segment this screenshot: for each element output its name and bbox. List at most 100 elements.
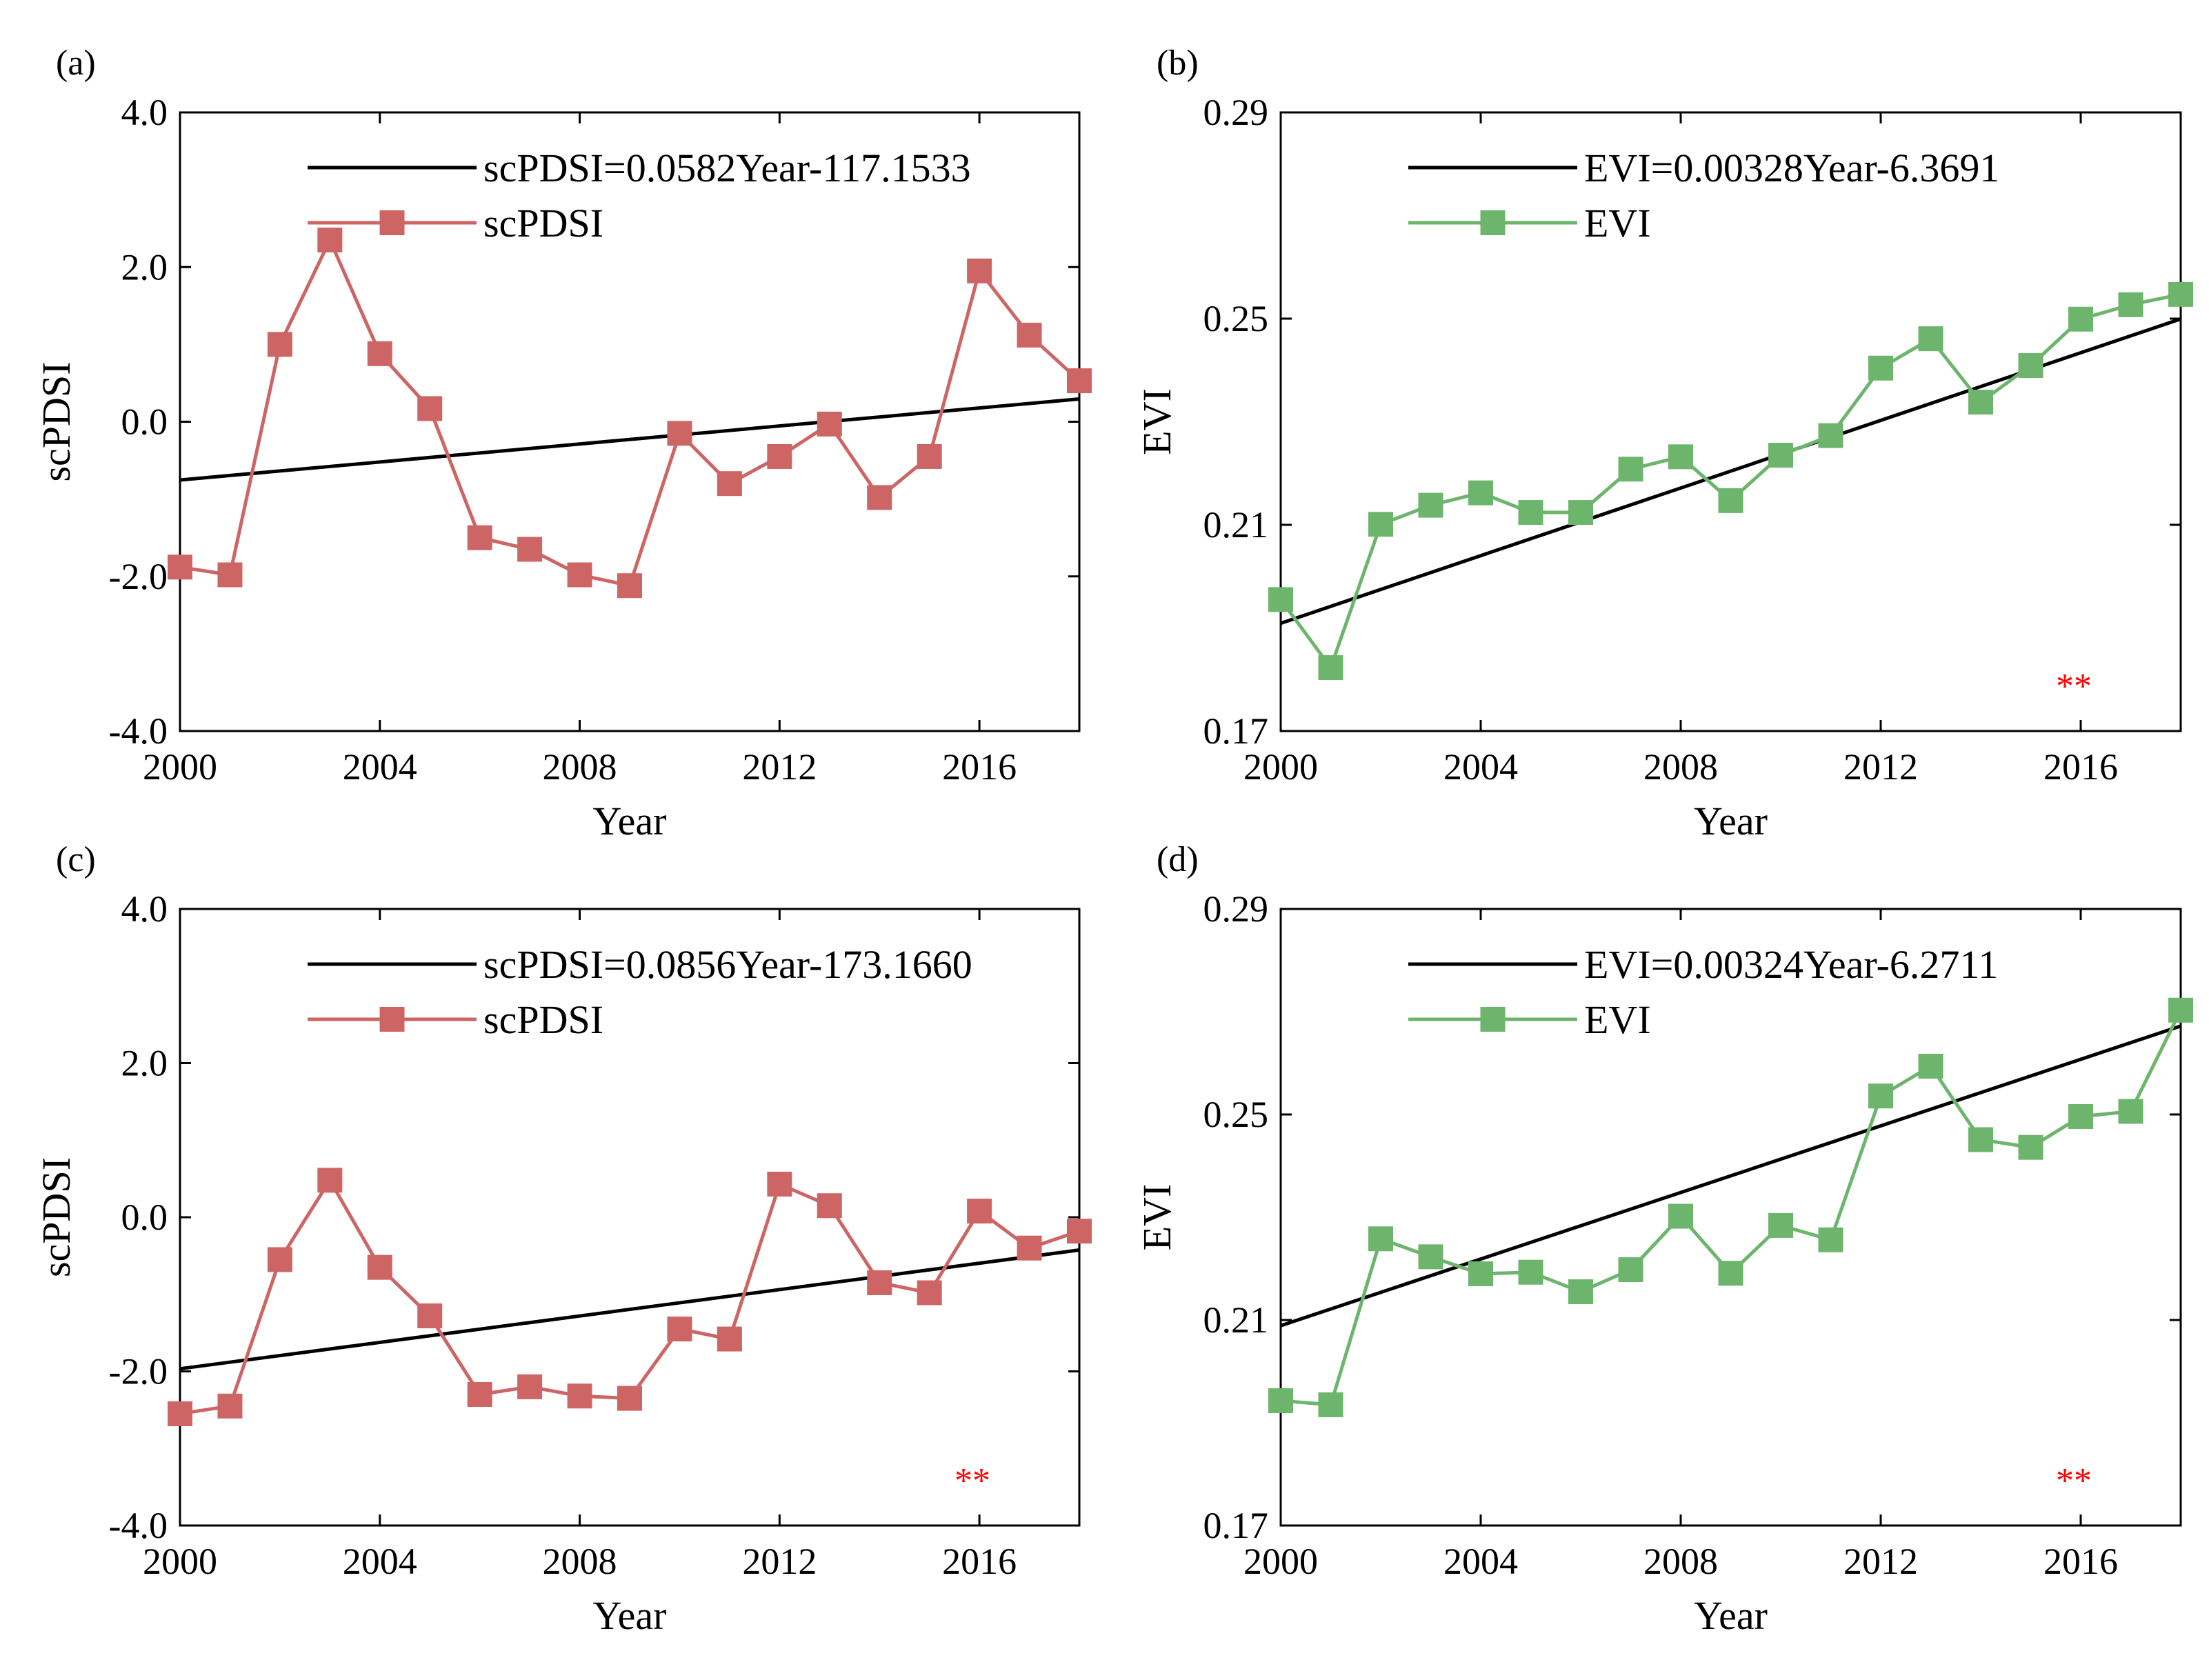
x-axis-label: Year bbox=[593, 1593, 667, 1638]
data-point-2018 bbox=[1067, 1219, 1092, 1244]
trend-line bbox=[1280, 317, 2181, 626]
x-axis-label: Year bbox=[1694, 799, 1768, 843]
data-point-2010 bbox=[1768, 1212, 1793, 1238]
x-tick-label: 2016 bbox=[2043, 1541, 2118, 1582]
data-point-2009 bbox=[1718, 1261, 1743, 1286]
data-point-2004 bbox=[1468, 480, 1493, 506]
data-point-2006 bbox=[467, 1382, 492, 1408]
data-point-2008 bbox=[567, 1383, 592, 1409]
trend-line bbox=[179, 1248, 1080, 1371]
x-tick-label: 2008 bbox=[1643, 1541, 1718, 1582]
legend-series-marker bbox=[379, 1007, 405, 1032]
data-point-2016 bbox=[2068, 1103, 2093, 1129]
data-point-2011 bbox=[1818, 423, 1843, 448]
legend-series-marker bbox=[379, 210, 405, 235]
panel-c: (c) -4.0 -2.0 0.0 2.0 4.0 2000 2004 2008 2012 2016… bbox=[34, 840, 1092, 1638]
x-tick-label: 2016 bbox=[942, 1541, 1017, 1582]
data-point-2008 bbox=[567, 562, 592, 588]
x-tick-label: 2016 bbox=[2043, 746, 2118, 788]
data-point-2005 bbox=[417, 396, 443, 421]
legend-fit-label: scPDSI=0.0582Year-117.1533 bbox=[483, 146, 971, 190]
data-point-2007 bbox=[517, 1374, 543, 1399]
y-axis-label: scPDSI bbox=[34, 1157, 79, 1277]
legend-fit-label: scPDSI=0.0856Year-173.1660 bbox=[483, 942, 972, 987]
y-tick-label: -2.0 bbox=[109, 1351, 168, 1392]
data-point-2017 bbox=[1017, 322, 1042, 348]
legend-series-label: EVI bbox=[1584, 201, 1651, 246]
data-point-2016 bbox=[2068, 306, 2093, 332]
x-axis-label: Year bbox=[1694, 1593, 1768, 1638]
data-point-2009 bbox=[1718, 488, 1743, 513]
axes-frame bbox=[179, 908, 1081, 1527]
legend-fit-label: EVI=0.00328Year-6.3691 bbox=[1584, 146, 1999, 190]
legend-series-label: EVI bbox=[1584, 997, 1651, 1042]
data-point-2013 bbox=[1918, 1053, 1943, 1079]
data-point-2000 bbox=[1268, 1388, 1293, 1413]
data-point-2003 bbox=[317, 228, 343, 253]
y-tick-label: 4.0 bbox=[121, 92, 168, 133]
x-tick-label: 2004 bbox=[1443, 746, 1518, 788]
y-tick-label: -4.0 bbox=[109, 710, 168, 752]
axes-frame bbox=[1279, 908, 2182, 1527]
data-point-2002 bbox=[267, 1247, 292, 1272]
axes-frame bbox=[1279, 111, 2182, 732]
x-tick-label: 2016 bbox=[942, 746, 1017, 788]
data-point-2000 bbox=[168, 1401, 192, 1426]
significance-marker: ** bbox=[2056, 667, 2092, 706]
y-axis-label: scPDSI bbox=[34, 361, 79, 481]
y-tick-label: 0.0 bbox=[121, 1197, 168, 1238]
data-point-2004 bbox=[367, 1254, 392, 1280]
data-point-2010 bbox=[667, 421, 692, 446]
data-point-2008 bbox=[1668, 444, 1693, 470]
data-point-2002 bbox=[1368, 512, 1393, 537]
y-tick-label: 0.25 bbox=[1203, 1094, 1269, 1135]
y-tick-label: 0.21 bbox=[1203, 1299, 1269, 1341]
data-point-2012 bbox=[1868, 355, 1893, 381]
data-point-2013 bbox=[1918, 326, 1943, 352]
data-point-2013 bbox=[817, 1193, 842, 1219]
x-tick-label: 2012 bbox=[742, 746, 817, 788]
data-point-2010 bbox=[1768, 443, 1793, 468]
panel-label: (c) bbox=[56, 840, 96, 879]
significance-marker: ** bbox=[2056, 1461, 2092, 1501]
data-point-2014 bbox=[1968, 1127, 1993, 1152]
y-axis-label: EVI bbox=[1135, 1184, 1179, 1251]
data-point-2004 bbox=[1468, 1261, 1493, 1286]
x-tick-label: 2008 bbox=[543, 1541, 617, 1582]
data-point-2005 bbox=[1518, 500, 1543, 526]
panel-a: (a) -4.0 -2.0 0.0 2.0 4.0 2000 2004 2008 2012 2016… bbox=[34, 43, 1092, 843]
panel-label: (a) bbox=[56, 43, 96, 83]
x-tick-label: 2004 bbox=[1443, 1541, 1518, 1582]
legend-fit-label: EVI=0.00324Year-6.2711 bbox=[1584, 942, 1998, 987]
trend-line bbox=[179, 397, 1080, 482]
data-point-2001 bbox=[1318, 655, 1343, 681]
legend-series-label: scPDSI bbox=[483, 201, 603, 246]
data-point-2008 bbox=[1668, 1203, 1693, 1229]
x-axis-label: Year bbox=[593, 799, 667, 843]
data-point-2001 bbox=[1318, 1392, 1343, 1417]
data-point-2003 bbox=[1418, 1244, 1443, 1270]
x-tick-label: 2004 bbox=[343, 1541, 417, 1582]
data-point-2003 bbox=[317, 1168, 343, 1193]
data-point-2015 bbox=[917, 443, 942, 469]
x-tick-label: 2000 bbox=[143, 746, 217, 788]
data-point-2017 bbox=[2118, 292, 2143, 317]
data-point-2012 bbox=[767, 1171, 792, 1197]
y-tick-label: -4.0 bbox=[109, 1505, 168, 1546]
y-tick-label: 0.21 bbox=[1203, 504, 1269, 546]
y-tick-label: 2.0 bbox=[121, 246, 168, 288]
legend-series-label: scPDSI bbox=[483, 997, 603, 1042]
data-point-2012 bbox=[767, 443, 792, 469]
data-point-2014 bbox=[1968, 390, 1993, 415]
y-tick-label: 0.29 bbox=[1203, 888, 1269, 930]
y-tick-label: -2.0 bbox=[109, 556, 168, 597]
data-point-2000 bbox=[1268, 587, 1293, 612]
data-point-2009 bbox=[617, 1386, 642, 1411]
panel-label: (d) bbox=[1157, 840, 1199, 879]
panel-b: (b) 0.17 0.21 0.25 0.29 2000 2004 2008 2012 2016 Y… bbox=[1135, 43, 2193, 843]
data-point-2005 bbox=[1518, 1259, 1543, 1285]
data-point-2007 bbox=[1618, 1257, 1643, 1282]
axes-frame bbox=[179, 111, 1081, 732]
data-point-2001 bbox=[217, 562, 243, 588]
x-tick-label: 2012 bbox=[1843, 1541, 1918, 1582]
